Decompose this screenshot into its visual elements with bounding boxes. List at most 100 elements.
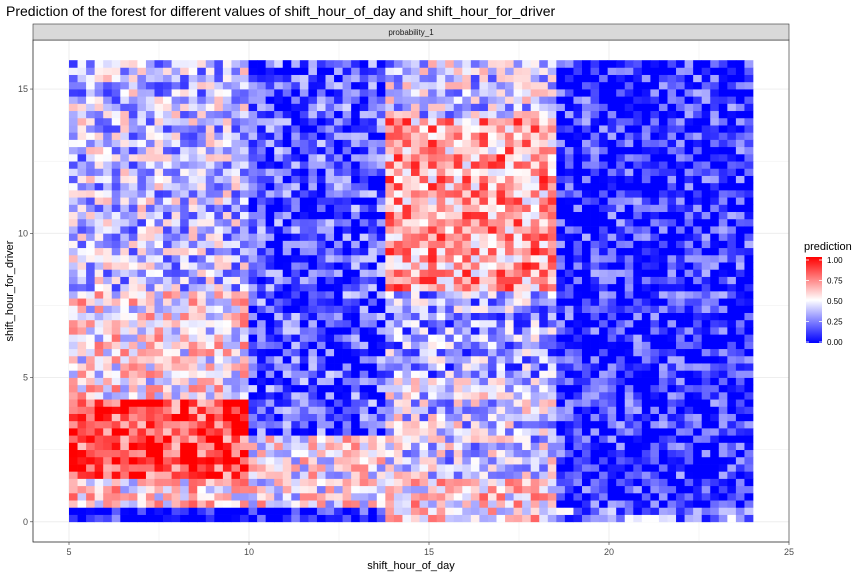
heatmap-tile bbox=[163, 399, 172, 407]
heatmap-tile bbox=[342, 103, 352, 112]
heatmap-tile bbox=[299, 327, 309, 335]
heatmap-tile bbox=[547, 226, 557, 234]
heatmap-tile bbox=[402, 110, 412, 119]
heatmap-tile bbox=[599, 110, 608, 119]
heatmap-tile bbox=[171, 81, 181, 90]
heatmap-tile bbox=[316, 370, 326, 378]
heatmap-tile bbox=[325, 146, 335, 155]
heatmap-tile bbox=[727, 161, 737, 169]
heatmap-tile bbox=[496, 110, 506, 119]
heatmap-tile bbox=[77, 464, 87, 472]
heatmap-tile bbox=[385, 190, 395, 198]
heatmap-tile bbox=[214, 514, 224, 523]
heatmap-tile bbox=[205, 464, 215, 472]
heatmap-tile bbox=[590, 334, 600, 342]
heatmap-tile bbox=[393, 190, 403, 198]
heatmap-tile bbox=[111, 449, 121, 458]
heatmap-tile bbox=[701, 420, 711, 429]
heatmap-tile bbox=[214, 103, 224, 112]
heatmap-tile bbox=[539, 327, 549, 335]
heatmap-tile bbox=[479, 485, 489, 494]
heatmap-tile bbox=[214, 81, 224, 90]
heatmap-tile bbox=[214, 291, 224, 299]
heatmap-tile bbox=[616, 153, 626, 162]
heatmap-tile bbox=[86, 110, 95, 119]
heatmap-tile bbox=[299, 464, 309, 472]
heatmap-tile bbox=[77, 60, 87, 68]
heatmap-tile bbox=[180, 312, 190, 321]
heatmap-tile bbox=[556, 305, 566, 313]
heatmap-tile bbox=[163, 420, 172, 429]
heatmap-tile bbox=[214, 132, 224, 140]
heatmap-tile bbox=[308, 139, 318, 148]
heatmap-tile bbox=[248, 89, 258, 97]
heatmap-tile bbox=[590, 391, 600, 400]
heatmap-tile bbox=[128, 197, 138, 205]
heatmap-tile bbox=[573, 60, 583, 68]
heatmap-tile bbox=[453, 298, 463, 306]
heatmap-tile bbox=[513, 449, 523, 458]
heatmap-tile bbox=[718, 226, 728, 234]
heatmap-tile bbox=[530, 60, 540, 68]
heatmap-tile bbox=[624, 514, 634, 523]
heatmap-tile bbox=[658, 240, 668, 249]
heatmap-tile bbox=[393, 168, 403, 176]
heatmap-tile bbox=[359, 269, 369, 277]
heatmap-tile bbox=[188, 125, 198, 133]
heatmap-tile bbox=[128, 492, 138, 501]
heatmap-tile bbox=[487, 507, 497, 515]
heatmap-tile bbox=[445, 500, 455, 508]
heatmap-tile bbox=[701, 254, 711, 263]
heatmap-tile bbox=[676, 442, 685, 451]
heatmap-tile bbox=[325, 247, 335, 256]
heatmap-tile bbox=[265, 146, 275, 155]
heatmap-tile bbox=[547, 449, 557, 458]
heatmap-tile bbox=[616, 81, 626, 90]
heatmap-tile bbox=[188, 456, 198, 465]
heatmap-tile bbox=[137, 442, 147, 451]
heatmap-tile bbox=[479, 60, 489, 68]
heatmap-tile bbox=[590, 500, 600, 508]
heatmap-tile bbox=[282, 283, 292, 292]
heatmap-tile bbox=[111, 74, 121, 83]
heatmap-tile bbox=[522, 204, 532, 213]
heatmap-tile bbox=[428, 305, 437, 313]
heatmap-tile bbox=[154, 478, 164, 487]
heatmap-tile bbox=[291, 464, 301, 472]
heatmap-tile bbox=[214, 211, 224, 220]
heatmap-tile bbox=[334, 117, 343, 126]
heatmap-tile bbox=[69, 478, 78, 487]
heatmap-tile bbox=[257, 175, 266, 184]
heatmap-tile bbox=[376, 384, 386, 393]
heatmap-tile bbox=[505, 233, 514, 241]
heatmap-tile bbox=[564, 226, 574, 234]
heatmap-tile bbox=[120, 218, 130, 227]
heatmap-tile bbox=[145, 247, 155, 256]
heatmap-tile bbox=[641, 399, 651, 407]
heatmap-tile bbox=[291, 305, 301, 313]
heatmap-tile bbox=[231, 81, 241, 90]
heatmap-tile bbox=[564, 298, 574, 306]
heatmap-tile bbox=[667, 391, 677, 400]
heatmap-tile bbox=[325, 428, 335, 436]
heatmap-tile bbox=[342, 319, 352, 328]
heatmap-tile bbox=[188, 89, 198, 97]
heatmap-tile bbox=[462, 298, 472, 306]
heatmap-tile bbox=[240, 514, 249, 523]
heatmap-tile bbox=[616, 168, 626, 176]
heatmap-tile bbox=[573, 449, 583, 458]
heatmap-tile bbox=[188, 74, 198, 83]
heatmap-tile bbox=[188, 254, 198, 263]
heatmap-tile bbox=[641, 485, 651, 494]
heatmap-tile bbox=[701, 175, 711, 184]
heatmap-tile bbox=[154, 377, 164, 386]
heatmap-tile bbox=[513, 175, 523, 184]
heatmap-tile bbox=[325, 449, 335, 458]
heatmap-tile bbox=[479, 464, 489, 472]
heatmap-tile bbox=[214, 276, 224, 285]
heatmap-tile bbox=[718, 211, 728, 220]
heatmap-tile bbox=[650, 478, 660, 487]
heatmap-tile bbox=[316, 218, 326, 227]
heatmap-tile bbox=[231, 500, 241, 508]
heatmap-tile bbox=[564, 117, 574, 126]
